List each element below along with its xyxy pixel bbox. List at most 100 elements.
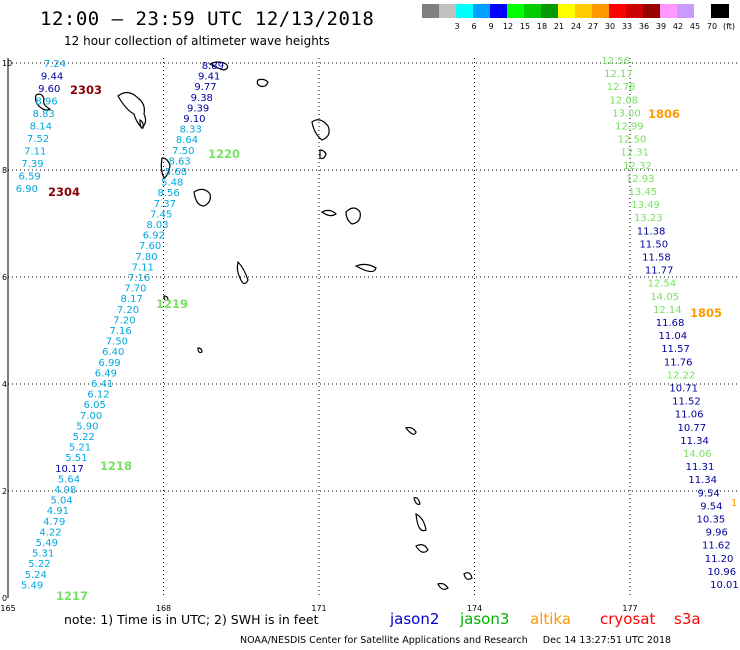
island xyxy=(437,582,449,590)
legend-label: 21 xyxy=(553,22,565,31)
wave-height-value: 13.49 xyxy=(631,200,660,211)
footer-note: note: 1) Time is in UTC; 2) SWH is in fe… xyxy=(64,612,319,627)
wave-height-value: 12.17 xyxy=(604,69,633,80)
wave-height-value: 11.77 xyxy=(645,266,674,277)
credit-line: NOAA/NESDIS Center for Satellite Applica… xyxy=(240,635,672,646)
wave-height-value: 12.31 xyxy=(620,148,649,159)
legend-swatch xyxy=(677,4,695,18)
wave-height-value: 11.57 xyxy=(661,344,690,355)
wave-height-value: 11.76 xyxy=(664,357,693,368)
legend-label: 33 xyxy=(621,22,633,31)
wave-height-value: 4.98 xyxy=(54,485,76,496)
wave-height-value: 5.48 xyxy=(161,178,183,189)
wave-height-value: 9.39 xyxy=(187,103,209,114)
wave-height-value: 12.93 xyxy=(626,174,655,185)
wave-height-value: 7.11 xyxy=(132,262,154,273)
legend-swatch xyxy=(439,4,457,18)
legend-swatch xyxy=(541,4,559,18)
legend-swatch xyxy=(660,4,678,18)
wave-height-value: 13.45 xyxy=(629,187,658,198)
wave-height-value: 5.49 xyxy=(21,580,43,591)
wave-height-value: 7.80 xyxy=(135,252,157,263)
wave-height-value: 5.68 xyxy=(165,167,187,178)
legend-label: 15 xyxy=(519,22,531,31)
x-tick-label: 168 xyxy=(156,604,171,613)
wave-height-value: 11.58 xyxy=(642,253,671,264)
legend-swatch xyxy=(507,4,525,18)
wave-height-value: 5.51 xyxy=(65,453,87,464)
wave-height-value: 8.03 xyxy=(146,220,168,231)
wave-height-value: 5.49 xyxy=(36,538,58,549)
wave-height-value: 9.10 xyxy=(183,114,205,125)
map-subtitle: 12 hour collection of altimeter wave hei… xyxy=(64,34,330,48)
wave-height-value: 8.17 xyxy=(121,294,143,305)
pass-time-label: 2304 xyxy=(48,185,80,199)
wave-height-value: 12.54 xyxy=(648,279,677,290)
island xyxy=(319,149,327,160)
wave-height-value: 12.08 xyxy=(610,95,639,106)
legend-label: 30 xyxy=(604,22,616,31)
legend-altika: altika xyxy=(530,610,572,628)
x-tick-label: 171 xyxy=(311,604,326,613)
wave-height-value: 6.99 xyxy=(98,358,120,369)
legend-swatch xyxy=(473,4,491,18)
wave-height-value: 7.39 xyxy=(21,159,43,170)
island xyxy=(311,119,330,141)
legend-label: 24 xyxy=(570,22,582,31)
wave-height-value: 5.04 xyxy=(50,496,72,507)
wave-height-value: 8.96 xyxy=(35,97,57,108)
wave-height-value: 9.38 xyxy=(191,93,213,104)
wave-height-value: 11.68 xyxy=(656,318,685,329)
wave-height-value: 12.50 xyxy=(618,135,647,146)
island xyxy=(320,209,337,217)
pass-time-label: 1220 xyxy=(208,147,240,161)
wave-height-value: 11.06 xyxy=(675,410,704,421)
legend-s3a: s3a xyxy=(674,610,701,628)
wave-height-value: 7.37 xyxy=(154,199,176,210)
wave-height-value: 12.56 xyxy=(601,56,630,67)
legend-swatch xyxy=(456,4,474,18)
wave-height-value: 9.41 xyxy=(198,72,220,83)
island xyxy=(354,263,377,273)
wave-height-value: 7.20 xyxy=(117,305,139,316)
wave-height-value: 8.14 xyxy=(30,122,52,133)
wave-height-value: 12.32 xyxy=(623,161,652,172)
legend-jason2: jason2 xyxy=(390,610,440,628)
lat-lon-grid: 165 168 171 174 177 0 2 4 6 8 10 xyxy=(0,58,740,613)
wave-height-value: 5.90 xyxy=(76,421,98,432)
legend-label: 12 xyxy=(502,22,514,31)
island xyxy=(404,426,417,435)
y-tick-label: 6 xyxy=(2,273,7,282)
wave-height-value: 9.96 xyxy=(706,528,728,539)
wave-height-value: 5.22 xyxy=(73,432,95,443)
wave-height-value: 9.54 xyxy=(700,501,722,512)
wave-height-value: 6.59 xyxy=(19,172,41,183)
island xyxy=(197,347,203,354)
wave-height-value: 14.05 xyxy=(650,292,679,303)
pass-time-label: 1218 xyxy=(100,459,132,473)
legend-label: 42 xyxy=(672,22,684,31)
wave-height-value: 10.77 xyxy=(678,423,707,434)
wave-height-value: 6.05 xyxy=(84,400,106,411)
pass-time-label: 1217 xyxy=(56,589,88,603)
island xyxy=(160,157,171,179)
x-tick-label: 174 xyxy=(467,604,482,613)
wave-height-value: 11.34 xyxy=(688,475,717,486)
wave-height-value: 11.52 xyxy=(672,397,701,408)
wave-height-value: 5.21 xyxy=(69,443,91,454)
map-title: 12:00 – 23:59 UTC 12/13/2018 xyxy=(40,8,375,30)
wave-height-value: 12.99 xyxy=(615,122,644,133)
wave-height-value: 8.83 xyxy=(33,109,55,120)
wave-height-value: 13.00 xyxy=(612,108,641,119)
wave-height-value: 13.23 xyxy=(634,213,663,224)
wave-height-value: 5.64 xyxy=(58,474,80,485)
wave-height-value: 6.12 xyxy=(87,390,109,401)
wave-height-value: 7.70 xyxy=(124,284,146,295)
legend-label: 9 xyxy=(488,22,494,31)
island xyxy=(463,572,473,580)
legend-swatch xyxy=(694,4,712,18)
legend-swatch xyxy=(643,4,661,18)
island-outlines xyxy=(34,61,473,590)
wave-height-value: 7.00 xyxy=(80,411,102,422)
wave-height-value: 10.96 xyxy=(707,567,736,578)
